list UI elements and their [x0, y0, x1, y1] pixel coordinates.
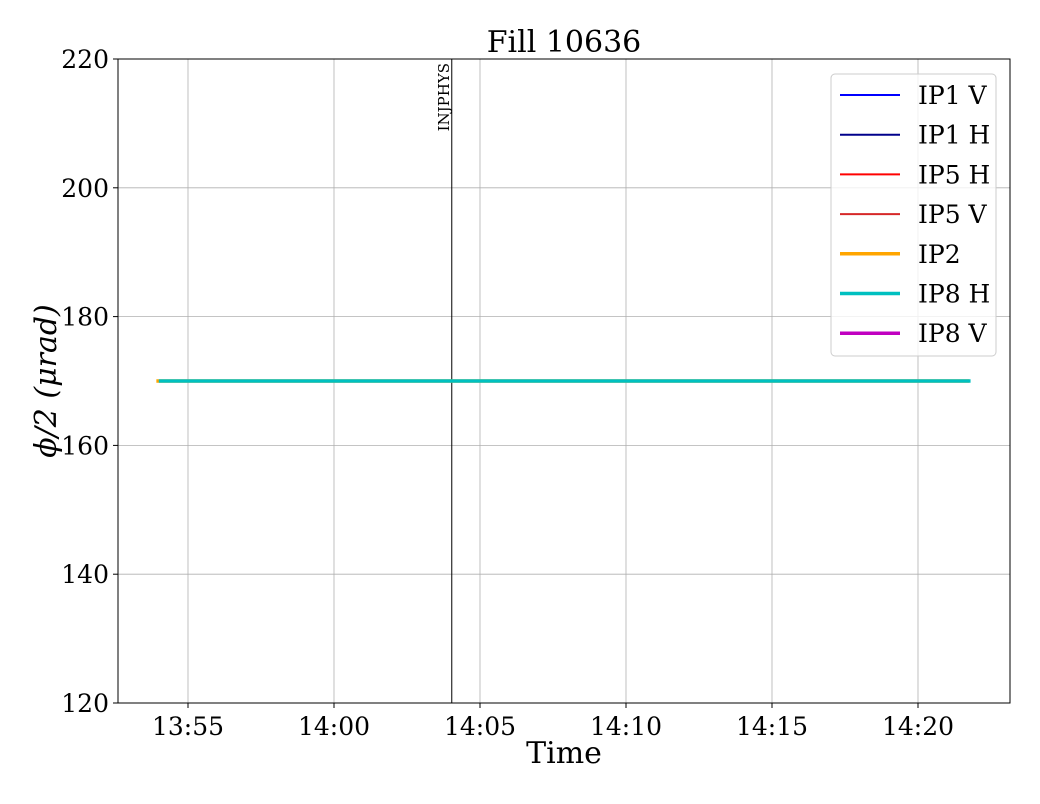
y-axis-label: ϕ/2 (μrad) — [29, 304, 64, 458]
y-tick-label: 200 — [61, 174, 109, 203]
legend-label: IP5 V — [918, 200, 988, 229]
x-tick-label: 14:05 — [444, 712, 516, 741]
ticks: 120 140 160 180 200 220 13:55 14:00 14:05 14:10 14… — [61, 45, 954, 741]
x-axis-label: Time — [526, 736, 602, 771]
legend-box — [830, 73, 997, 357]
x-tick-label: 13:55 — [152, 712, 224, 741]
y-tick-label: 140 — [61, 560, 109, 589]
legend-label: IP1 H — [918, 121, 990, 150]
legend-label: IP1 V — [918, 81, 988, 110]
x-tick-label: 14:20 — [882, 712, 954, 741]
y-tick-label: 220 — [61, 45, 109, 74]
chart-title: Fill 10636 — [487, 25, 642, 60]
y-tick-label: 160 — [61, 431, 109, 460]
legend: IP1 V IP1 H IP5 H IP5 V IP2 IP8 H IP8 V — [830, 73, 997, 357]
legend-label: IP2 — [918, 240, 961, 269]
x-tick-label: 14:15 — [736, 712, 808, 741]
x-tick-label: 14:00 — [298, 712, 370, 741]
y-tick-label: 120 — [61, 689, 109, 718]
x-tick-label: 14:10 — [590, 712, 662, 741]
legend-label: IP8 V — [918, 319, 988, 348]
annotation-label: INJPHYS — [435, 63, 453, 131]
plot-frame — [117, 58, 1011, 704]
legend-label: IP5 H — [918, 160, 990, 189]
y-tick-label: 180 — [61, 303, 109, 332]
legend-label: IP8 H — [918, 280, 990, 309]
